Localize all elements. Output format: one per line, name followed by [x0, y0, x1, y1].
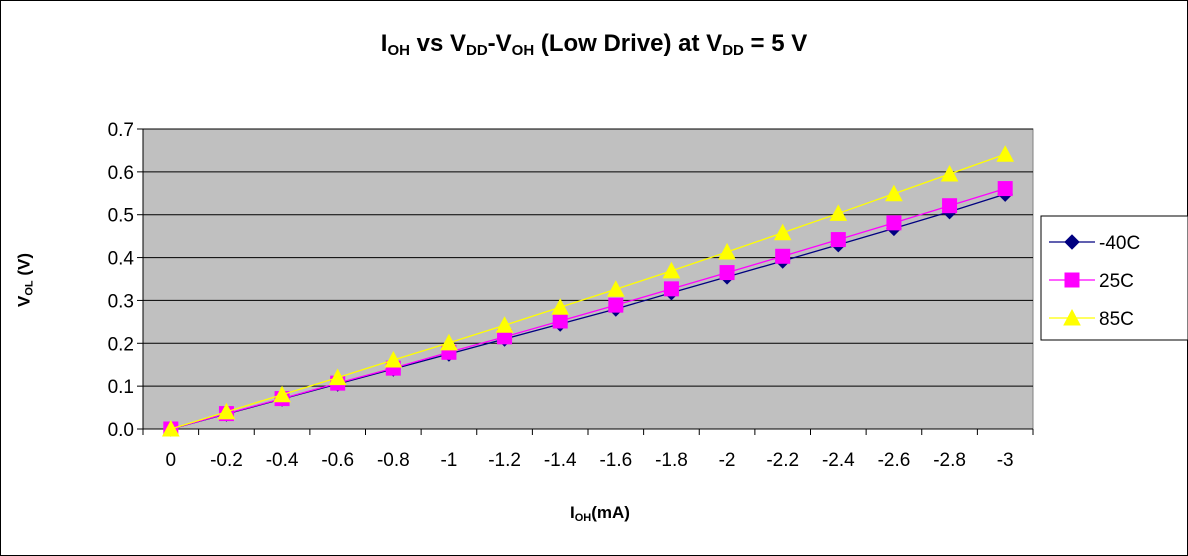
- x-tick-label: -1.2: [488, 450, 521, 471]
- data-point: [273, 385, 291, 403]
- y-tick-label: 0.6: [108, 163, 134, 184]
- data-point: [608, 297, 624, 313]
- series-line: [170, 153, 1006, 430]
- y-tick-label: 0.5: [108, 206, 134, 227]
- x-tick-label: -1: [440, 450, 457, 471]
- x-tick-label: -2.4: [822, 450, 855, 471]
- x-tick-label: -2.6: [878, 450, 911, 471]
- legend-marker: [1063, 308, 1081, 326]
- legend-label: 25C: [1099, 271, 1134, 292]
- x-tick-label: -1.6: [599, 450, 632, 471]
- data-point: [942, 198, 958, 214]
- y-tick-label: 0.0: [108, 420, 134, 441]
- y-tick-label: 0.3: [108, 291, 134, 312]
- data-point: [940, 164, 959, 182]
- legend-marker: [1064, 272, 1080, 288]
- data-point: [829, 204, 848, 221]
- data-point: [719, 265, 735, 281]
- x-tick-label: -2.8: [933, 450, 966, 471]
- data-point: [775, 248, 791, 264]
- chart-title: IOH vs VDD-VOH (Low Drive) at VDD = 5 V: [380, 30, 808, 59]
- legend-marker: [1064, 234, 1080, 250]
- data-point: [217, 402, 236, 420]
- x-tick-label: -0.4: [266, 450, 299, 471]
- data-point: [773, 223, 792, 241]
- y-tick-label: 0.1: [108, 377, 134, 398]
- x-tick-label: -1.8: [655, 450, 688, 471]
- data-point: [996, 145, 1015, 162]
- data-point: [495, 316, 514, 333]
- x-tick-label: 0: [166, 450, 177, 471]
- x-tick-label: -2.2: [766, 450, 799, 471]
- y-tick-label: 0.2: [108, 334, 134, 355]
- data-point: [551, 298, 570, 315]
- y-tick-label: 0.4: [108, 249, 135, 270]
- data-point: [552, 313, 568, 329]
- x-tick-label: -0.2: [210, 450, 243, 471]
- x-tick-label: -0.6: [321, 450, 354, 471]
- data-point: [886, 215, 902, 231]
- data-point: [718, 242, 736, 260]
- data-point: [662, 261, 681, 279]
- data-point: [328, 368, 347, 386]
- data-point: [161, 419, 180, 437]
- series-line: [170, 187, 1006, 430]
- data-point: [606, 280, 625, 297]
- legend-label: 85C: [1099, 309, 1134, 330]
- data-point: [830, 232, 846, 248]
- x-tick-label: -0.8: [377, 450, 410, 471]
- data-point: [384, 350, 403, 368]
- y-tick-label: 0.7: [108, 120, 134, 141]
- x-tick-label: -3: [997, 450, 1014, 471]
- data-point: [885, 184, 903, 202]
- data-point: [663, 281, 679, 297]
- x-tick-label: -1.4: [544, 450, 577, 471]
- legend-label: -40C: [1099, 233, 1140, 254]
- x-tick-label: -2: [719, 450, 736, 471]
- data-point: [440, 333, 458, 351]
- data-point: [997, 181, 1013, 197]
- plot-area: [142, 128, 1034, 430]
- x-axis-title: IOH(mA): [570, 503, 630, 524]
